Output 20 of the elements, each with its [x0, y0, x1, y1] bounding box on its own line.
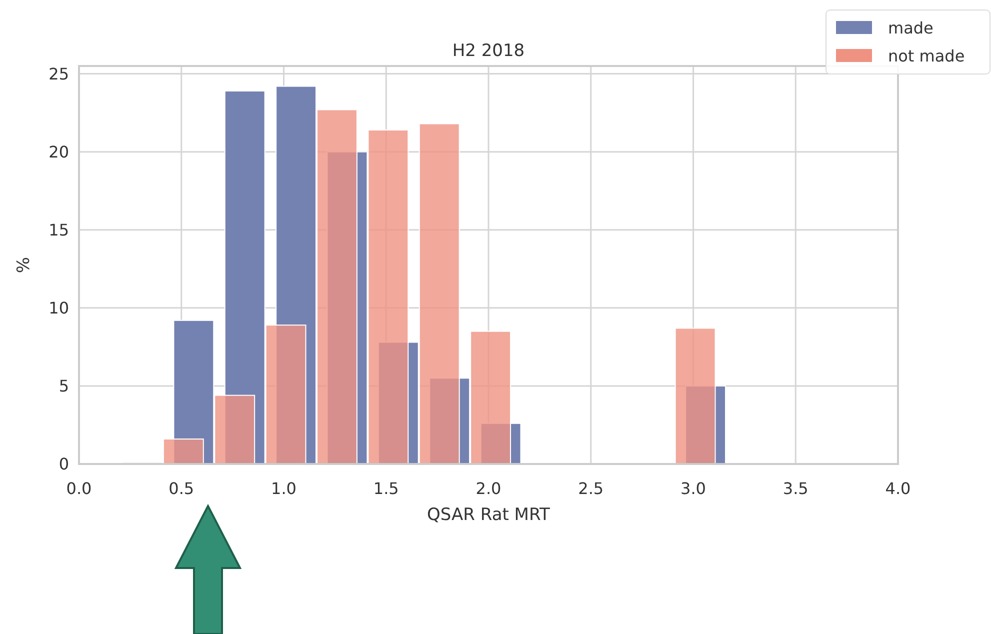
y-tick-label: 25 — [48, 64, 69, 84]
x-tick-label: 2.0 — [476, 479, 502, 498]
x-tick-label: 1.5 — [373, 479, 399, 498]
y-tick-label: 15 — [48, 220, 69, 240]
x-tick-label: 0.0 — [66, 479, 92, 498]
y-tick-label: 5 — [58, 376, 69, 396]
y-tick-label: 10 — [48, 298, 69, 318]
y-tick-label: 0 — [58, 454, 69, 474]
chart-title: H2 2018 — [452, 41, 525, 61]
x-tick-label: 2.5 — [578, 479, 604, 498]
x-tick-label: 3.5 — [782, 479, 808, 498]
x-axis-title: QSAR Rat MRT — [427, 505, 551, 525]
legend-label: not made — [888, 46, 965, 66]
x-tick-label: 1.0 — [271, 479, 296, 498]
x-tick-label: 0.5 — [168, 479, 194, 498]
x-tick-label: 4.0 — [885, 479, 911, 498]
y-axis-title: % — [14, 256, 34, 274]
legend-label: made — [888, 18, 934, 38]
y-tick-label: 20 — [48, 142, 69, 162]
x-tick-label: 3.0 — [680, 479, 706, 498]
